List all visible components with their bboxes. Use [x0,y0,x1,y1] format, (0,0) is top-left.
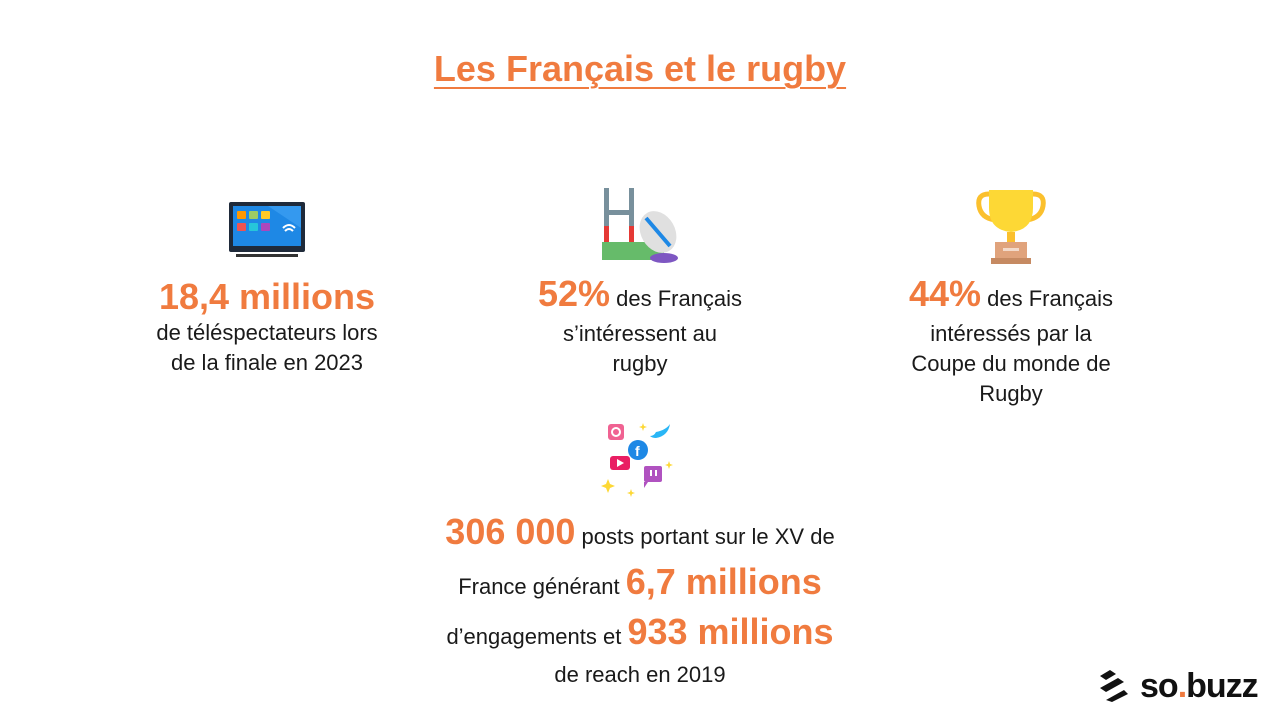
interest-line2: s’intéressent au [562,321,718,346]
reach-post: de reach en 2019 [554,662,726,687]
interest-value: 52% [537,273,610,314]
cup-line3: Coupe du monde de [911,351,1111,376]
stat-social-media: f 306 000 posts portant sur le XV de Fra… [380,420,900,691]
social-line2: France générant 6,7 millions [380,559,900,610]
cup-line2: intéressés par la [930,321,1092,346]
sobuzz-logo-text: so.buzz [1140,666,1259,705]
cup-line1: 44% des Français [870,274,1152,319]
tv-viewers-line2: de la finale en 2023 [170,350,364,375]
cup-after-value: des Français [981,286,1114,311]
cup-line4: Rugby [979,381,1043,406]
stat-tv-viewers: 18,4 millions de téléspectateurs lors de… [117,198,417,378]
social-media-icon: f [601,423,673,497]
tv-icon [229,202,305,257]
stat-rugby-interest: 52% des Français s’intéressent au rugby [500,186,780,379]
page-title: Les Français et le rugby [433,48,847,89]
posts-text: posts portant sur le XV de [575,524,835,549]
posts-value: 306 000 [445,511,576,552]
svg-text:f: f [635,443,640,459]
engagement-value: 6,7 millions [625,561,822,602]
cup-value: 44% [908,273,981,314]
stat-world-cup-interest: 44% des Français intéressés par la Coupe… [870,186,1152,409]
engagement-pre: France générant [458,574,626,599]
trophy-icon [976,190,1046,264]
reach-value: 933 millions [627,611,834,652]
sobuzz-logo-icon [1100,670,1128,702]
tv-viewers-line1: de téléspectateurs lors [156,320,378,345]
rugby-posts-ball-icon [602,188,678,263]
interest-line3: rugby [612,351,668,376]
interest-line1: 52% des Français [500,274,780,319]
interest-after-value: des Français [610,286,743,311]
tv-viewers-value: 18,4 millions [158,276,376,317]
social-line1: 306 000 posts portant sur le XV de [380,510,900,559]
sobuzz-logo: so.buzz [1096,664,1272,708]
social-line3: d’engagements et 933 millions [380,610,900,659]
reach-pre: d’engagements et [446,624,628,649]
